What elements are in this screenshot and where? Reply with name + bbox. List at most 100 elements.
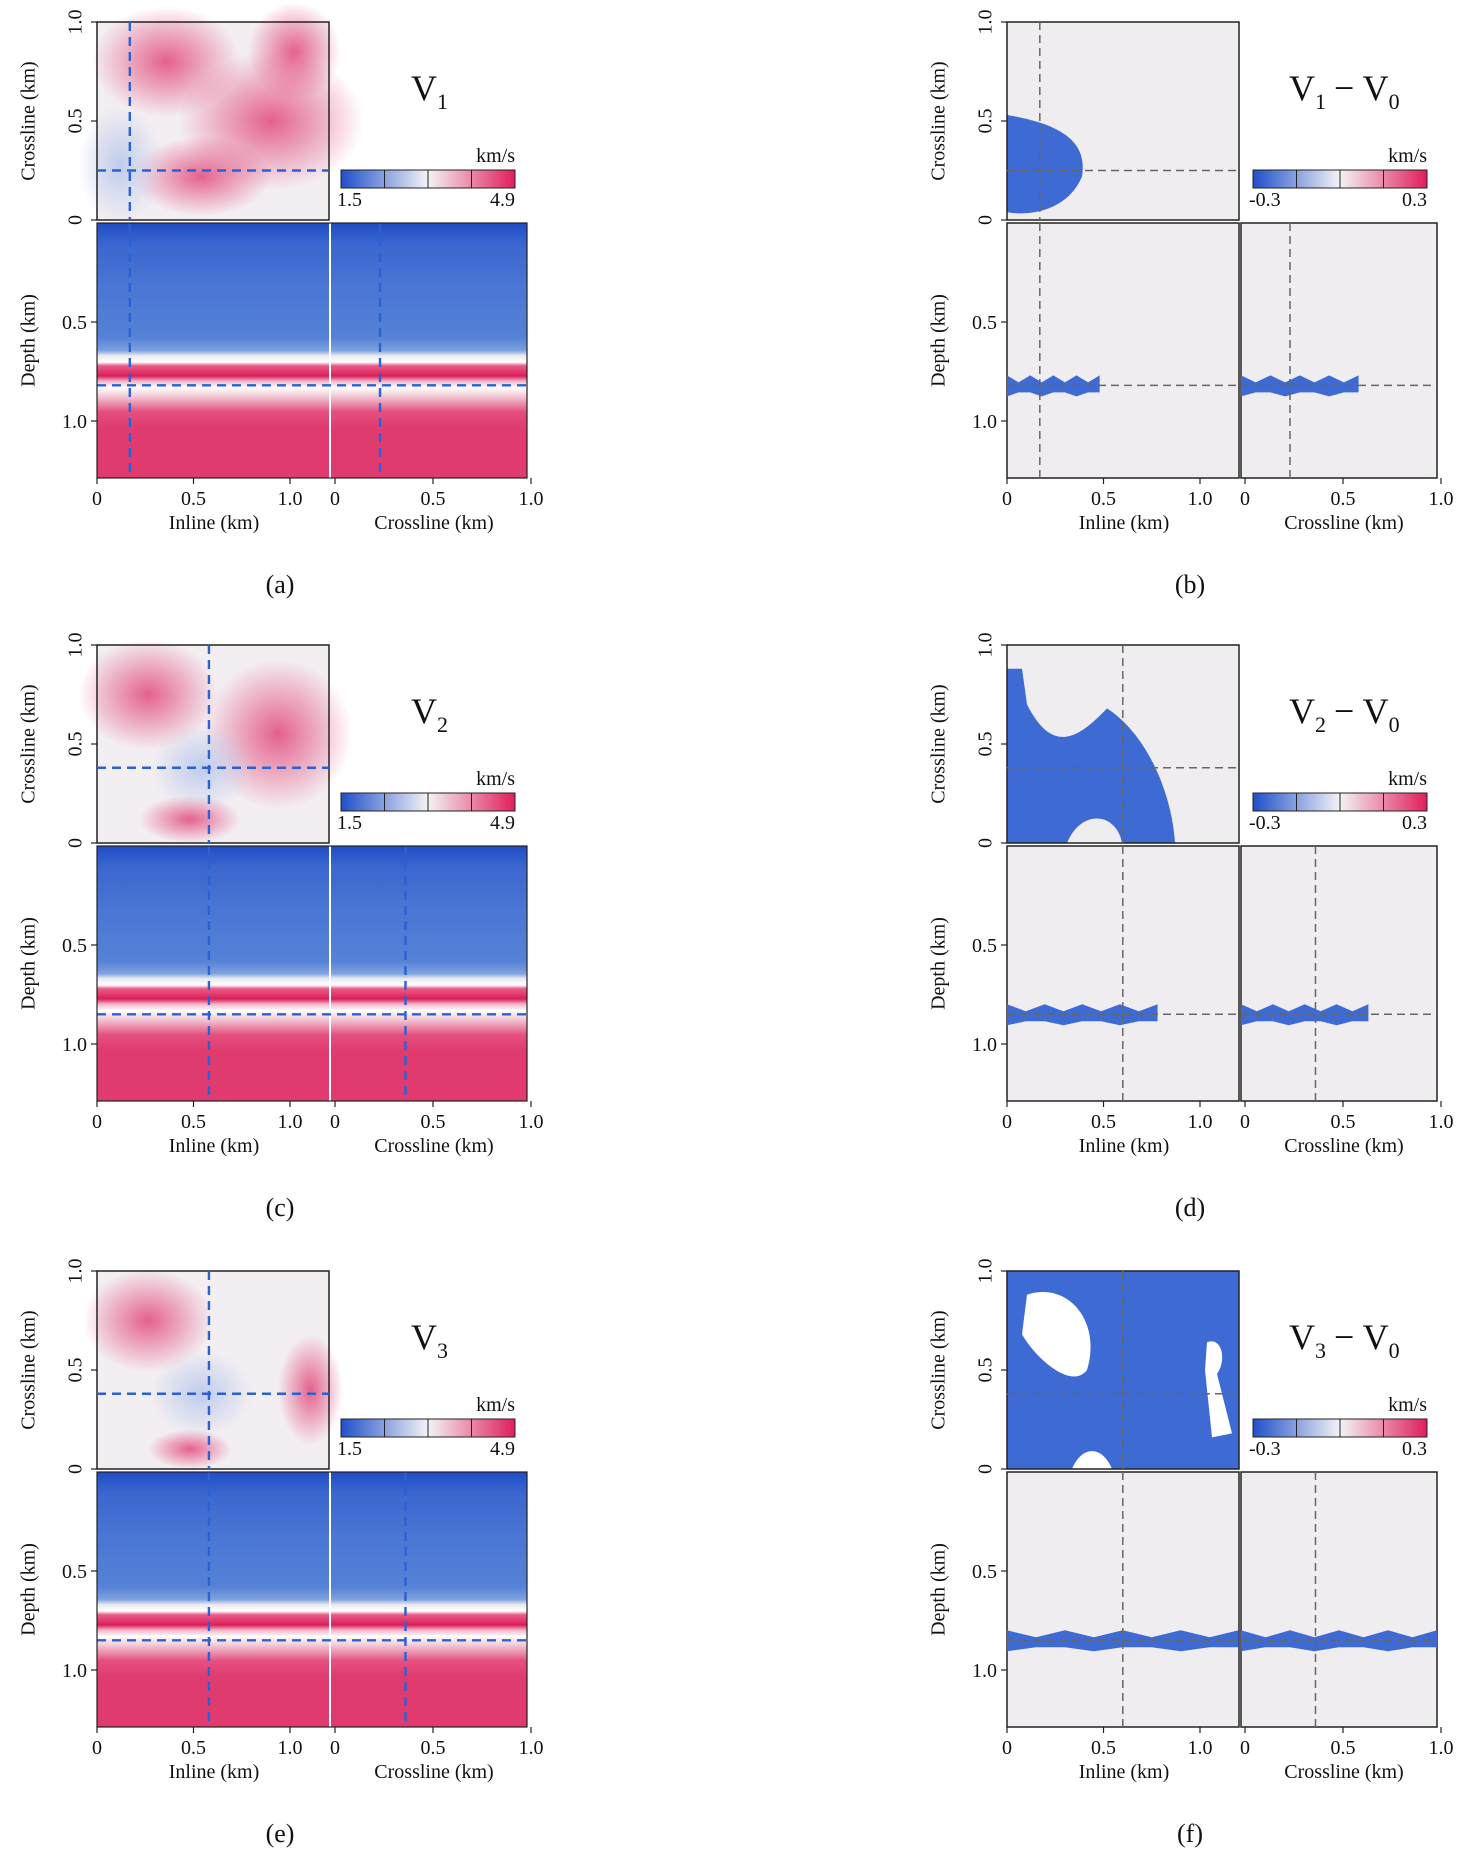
diff-hole (1205, 1341, 1232, 1438)
crossline-tick-label: 0 (330, 1111, 340, 1133)
y-tick-label: 1.0 (975, 1259, 997, 1284)
crossline-x-axis-label: Crossline (km) (374, 1135, 493, 1157)
crossline-tick-label: 1.0 (1429, 1111, 1454, 1133)
inline-tick-label: 0 (92, 1111, 102, 1133)
inline-axis-label: Inline (km) (1079, 512, 1170, 534)
depth-axis-label: Depth (km) (18, 1543, 40, 1636)
y-tick-label: 1.0 (65, 10, 87, 35)
inline-tick-label: 0 (92, 1737, 102, 1759)
crossline-tick-label: 0.5 (1331, 1737, 1356, 1759)
crossline-depth-section (331, 846, 527, 1101)
colorbar-max-label: 4.9 (490, 189, 515, 211)
inline-tick-label: 0.5 (181, 488, 206, 510)
colorbar-min-label: -0.3 (1249, 189, 1281, 211)
inline-axis-label: Inline (km) (1079, 1761, 1170, 1783)
inline-tick-label: 0 (1002, 1737, 1012, 1759)
inline-tick-label: 1.0 (1188, 1737, 1213, 1759)
crossline-axis-label: Crossline (km) (18, 1310, 40, 1429)
title-sub2: 0 (1389, 1338, 1400, 1363)
title-main: V (411, 1317, 437, 1357)
title-sub2: 0 (1389, 89, 1400, 114)
inline-tick-label: 1.0 (1188, 1111, 1213, 1133)
depth-tick-label: 0.5 (972, 312, 997, 334)
diff-region (1007, 115, 1083, 214)
inline-tick-label: 0.5 (1091, 488, 1116, 510)
title-rest: − V (1334, 691, 1389, 731)
colorbar-max-label: 4.9 (490, 1438, 515, 1460)
y-tick-label: 0.5 (65, 1358, 87, 1383)
title-rest: − V (1334, 68, 1389, 108)
title-main: V (1289, 1317, 1315, 1357)
colorbar-max-label: 0.3 (1402, 189, 1427, 211)
crossline-tick-label: 0 (330, 1737, 340, 1759)
depth-tick-label: 1.0 (62, 1660, 87, 1682)
y-tick-label: 0.5 (975, 109, 997, 134)
plan-high-velocity-region (78, 639, 218, 750)
depth-tick-label: 1.0 (972, 1034, 997, 1056)
depth-frame (96, 222, 528, 479)
crossline-tick-label: 1.0 (519, 1737, 544, 1759)
inline-depth-section (1006, 222, 1240, 479)
colorbar-min-label: -0.3 (1249, 812, 1281, 834)
inline-tick-label: 1.0 (278, 488, 303, 510)
panel-letter: (c) (266, 1193, 295, 1222)
panel-title: V3 − V0 (1289, 1317, 1400, 1363)
colorbar-min-label: -0.3 (1249, 1438, 1281, 1460)
depth-axis-label: Depth (km) (18, 917, 40, 1010)
crossline-axis-label: Crossline (km) (18, 61, 40, 180)
y-tick-label: 0 (975, 1464, 997, 1474)
diff-region (1007, 668, 1175, 843)
inline-tick-label: 1.0 (278, 1111, 303, 1133)
depth-tick-label: 0.5 (62, 312, 87, 334)
y-tick-label: 0 (65, 838, 87, 848)
crossline-depth-section (1240, 1471, 1438, 1728)
crossline-axis-label: Crossline (km) (18, 684, 40, 803)
crossline-x-axis-label: Crossline (km) (374, 512, 493, 534)
inline-tick-label: 0.5 (181, 1111, 206, 1133)
depth-frame (96, 1471, 528, 1728)
depth-tick-label: 0.5 (62, 935, 87, 957)
panel-title: V2 (411, 691, 448, 737)
crossline-tick-label: 0.5 (421, 488, 446, 510)
colorbar-min-label: 1.5 (337, 812, 362, 834)
colorbar-unit: km/s (1388, 768, 1427, 790)
depth-axis-label: Depth (km) (928, 1543, 950, 1636)
crossline-axis-label: Crossline (km) (928, 684, 950, 803)
panel-title: V1 − V0 (1289, 68, 1400, 114)
plan-high-velocity-region (247, 2, 341, 102)
crossline-tick-label: 0.5 (421, 1111, 446, 1133)
depth-tick-label: 1.0 (62, 1034, 87, 1056)
colorbar-unit: km/s (476, 145, 515, 167)
y-tick-label: 0 (975, 838, 997, 848)
inline-depth-section (1006, 1471, 1240, 1728)
y-tick-label: 1.0 (975, 10, 997, 35)
title-main: V (1289, 68, 1315, 108)
title-main: V (1289, 691, 1315, 731)
colorbar-max-label: 0.3 (1402, 812, 1427, 834)
diff-depth-band (1241, 1004, 1369, 1026)
crossline-tick-label: 0.5 (1331, 488, 1356, 510)
plan-low-velocity-region (78, 105, 162, 224)
colorbar-min-label: 1.5 (337, 189, 362, 211)
crossline-x-axis-label: Crossline (km) (1284, 1761, 1403, 1783)
crossline-x-axis-label: Crossline (km) (1284, 512, 1403, 534)
crossline-tick-label: 0.5 (1331, 1111, 1356, 1133)
inline-tick-label: 0.5 (181, 1737, 206, 1759)
depth-tick-label: 1.0 (972, 1660, 997, 1682)
title-main: V (411, 68, 437, 108)
panel-letter: (b) (1175, 570, 1205, 599)
panel-letter: (a) (266, 570, 295, 599)
panel-title: V2 − V0 (1289, 691, 1400, 737)
title-sub: 1 (1315, 89, 1326, 114)
colorbar-unit: km/s (1388, 145, 1427, 167)
title-sub: 3 (1315, 1338, 1326, 1363)
title-sub2: 0 (1389, 712, 1400, 737)
plan-low-velocity-region (150, 1350, 253, 1438)
crossline-depth-section (1240, 222, 1438, 479)
crossline-depth-section (331, 223, 527, 478)
crossline-tick-label: 1.0 (1429, 488, 1454, 510)
inline-tick-label: 0 (1002, 1111, 1012, 1133)
